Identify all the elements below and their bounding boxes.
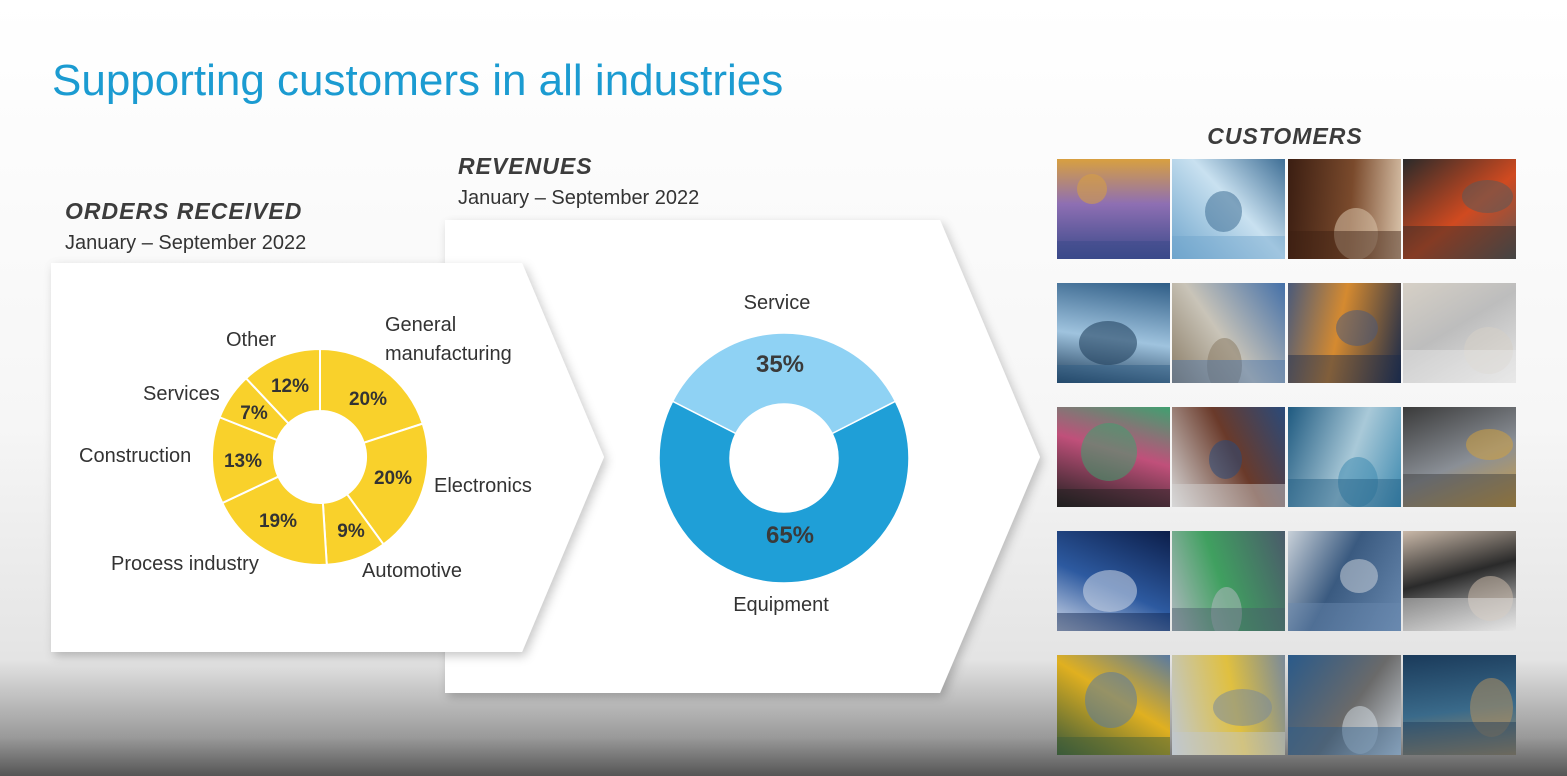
orders-value-services: 7% (240, 403, 268, 424)
lab-worker-photo (1057, 159, 1170, 259)
car-assembly-photo (1172, 531, 1286, 631)
orders-label-services: Services (143, 383, 220, 405)
page-title: Supporting customers in all industries (52, 56, 784, 105)
city-night-photo (1287, 283, 1401, 383)
orders-value-labels: 20% 20% 9% 19% 13% 7% 12% (224, 376, 412, 542)
orders-value-process: 19% (259, 511, 297, 532)
chocolates-photo (1287, 159, 1401, 259)
orders-label-process: Process industry (111, 553, 259, 575)
oil-rig-photo (1402, 655, 1516, 755)
revenues-label-equipment: Equipment (733, 594, 829, 616)
revenues-heading: REVENUES (458, 153, 593, 179)
revenues-slice-service (671, 332, 897, 435)
revenues-value-service: 35% (756, 351, 804, 378)
orders-label-general-1: General (385, 314, 456, 336)
orders-label-construction: Construction (79, 445, 191, 467)
orders-slice-electronics (345, 422, 429, 546)
orders-category-labels: General manufacturing Electronics Automo… (79, 314, 532, 582)
worker-machinery-photo (1287, 655, 1401, 755)
revenues-slice-equipment (658, 400, 910, 584)
warehouse-worker-photo (1402, 407, 1516, 507)
revenues-donut (658, 332, 910, 584)
paper-stack-photo (1402, 283, 1516, 383)
orders-value-electronics: 20% (374, 468, 412, 489)
orders-slice-other (244, 347, 321, 425)
orders-label-electronics: Electronics (434, 475, 532, 497)
revenues-period: January – September 2022 (458, 187, 700, 209)
revenues-value-equipment: 65% (766, 522, 814, 549)
customers-heading: CUSTOMERS (1207, 123, 1363, 149)
orders-label-general-2: manufacturing (385, 343, 512, 365)
yarn-spools-photo (1402, 159, 1516, 259)
compressor-truck-photo (1057, 655, 1170, 755)
industrial-plant-photo (1172, 655, 1286, 755)
orders-arrow-panel (51, 263, 604, 652)
orders-period: January – September 2022 (65, 232, 307, 254)
factory-pipes-photo (1057, 283, 1170, 383)
orders-value-general: 20% (349, 389, 387, 410)
orders-heading: ORDERS RECEIVED (65, 198, 303, 224)
touchscreen-hand-photo (1402, 531, 1516, 631)
orders-slice-general-manufacturing (319, 347, 424, 445)
surgeons-photo (1172, 159, 1286, 259)
orders-label-other: Other (226, 329, 276, 351)
train-photo (1287, 531, 1401, 631)
food-worker-photo (1172, 283, 1286, 383)
wind-turbines-photo (1057, 531, 1170, 631)
television-photo (1172, 407, 1286, 507)
orders-value-other: 12% (271, 376, 309, 397)
customer-photo-grid (1057, 159, 1516, 755)
revenues-arrow-panel (445, 220, 1040, 693)
orders-slice-process-industry (220, 475, 328, 566)
orders-value-construction: 13% (224, 451, 262, 472)
underwater-robot-photo (1287, 407, 1401, 507)
chip-wafer-photo (1057, 407, 1170, 507)
orders-value-automotive: 9% (337, 521, 365, 542)
orders-donut (211, 347, 429, 566)
orders-label-automotive: Automotive (362, 560, 462, 582)
revenues-label-service: Service (744, 292, 811, 314)
